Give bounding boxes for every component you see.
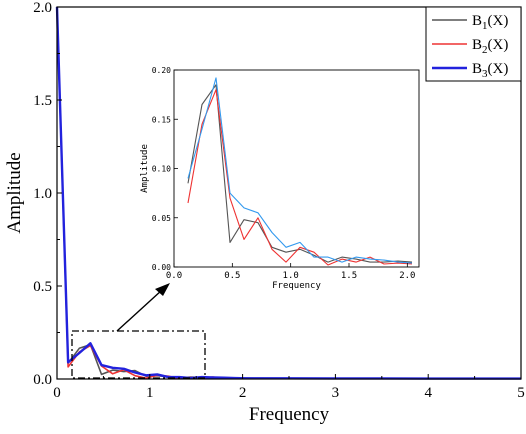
main-x-tick-label: 0: [53, 385, 61, 401]
main-y-axis-label: Amplitude: [4, 152, 25, 233]
inset-y-axis-label: Amplitude: [140, 144, 150, 193]
legend-label-1: B1(X): [472, 13, 508, 32]
inset-y-tick-label: 0.20: [152, 66, 171, 75]
zoom-arrow-line: [116, 289, 163, 332]
legend-label-3: B3(X): [472, 61, 508, 80]
main-x-tick-label: 1: [146, 385, 154, 401]
inset-x-axis-label: Frequency: [272, 281, 321, 291]
main-y-tick-label: 1.5: [33, 93, 52, 109]
main-y-tick-label: 1.0: [33, 186, 52, 202]
main-x-axis-label: Frequency: [249, 404, 330, 425]
inset-series-line-3: [187, 77, 413, 264]
inset-y-tick-label: 0.05: [152, 214, 171, 223]
main-x-tick-label: 5: [517, 385, 525, 401]
main-y-tick-label: 0.5: [33, 279, 52, 295]
main-x-tick-label: 2: [239, 385, 247, 401]
inset-chart: 0.0 0.5 1.0 1.5 2.0 0.00 0.05 0.10 0.15 0.20 Frequ…: [140, 66, 420, 291]
zoom-arrow-head: [155, 283, 170, 296]
zoom-region-box: [71, 330, 206, 379]
inset-y-tick-label: 0.10: [152, 165, 171, 174]
inset-x-tick-label: 1.5: [341, 271, 357, 281]
main-y-tick-label: 0.0: [33, 372, 52, 388]
inset-x-tick-label: 1.0: [283, 271, 299, 281]
inset-x-tick-label: 2.0: [399, 271, 415, 281]
inset-x-tick-label: 0.5: [224, 271, 240, 281]
main-y-tick-label: 2.0: [33, 0, 52, 16]
main-x-tick-label: 4: [424, 385, 432, 401]
inset-x-tick-label: 0.0: [166, 271, 182, 281]
inset-background: [174, 70, 419, 267]
inset-y-tick-label: 0.15: [152, 115, 171, 124]
zoom-callout: [71, 283, 206, 379]
legend-label-2: B2(X): [472, 37, 508, 56]
main-x-tick-label: 3: [332, 385, 340, 401]
inset-y-tick-label: 0.00: [152, 263, 171, 272]
inset-series-line-1: [187, 84, 413, 263]
legend: B1(X) B2(X) B3(X): [425, 6, 522, 82]
